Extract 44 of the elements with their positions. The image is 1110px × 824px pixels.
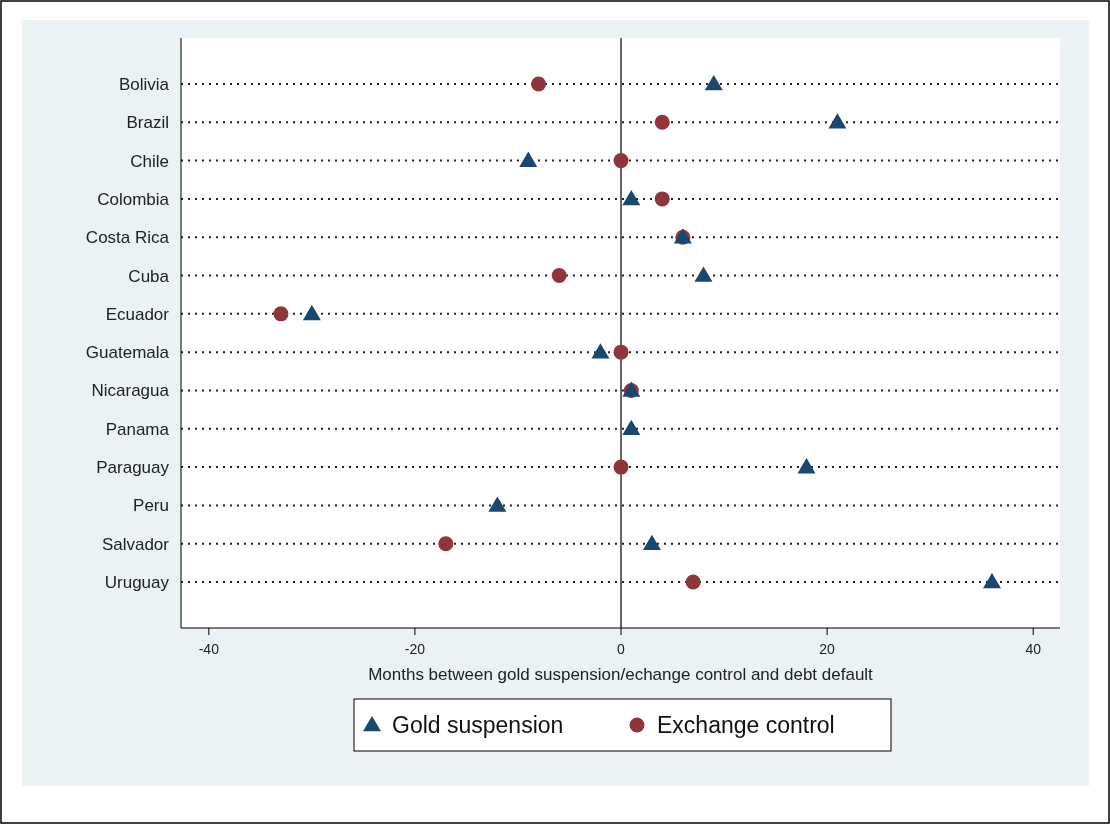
y-tick-label: Paraguay [96,458,170,478]
y-tick-label: Bolivia [118,75,170,94]
point [704,75,723,91]
point [828,113,847,129]
x-tick-label: -40 [198,641,220,657]
point [622,189,641,206]
x-tick-label: 20 [819,641,836,657]
y-tick-label: Chile [130,151,169,171]
point [797,458,816,474]
point [654,191,670,207]
point [302,304,321,321]
x-tick-label: 40 [1025,641,1042,657]
y-tick-label: Peru [133,496,169,516]
y-tick-label: Cuba [128,266,170,286]
point [694,266,713,282]
legend-label: Gold suspension [392,712,564,738]
point [622,419,641,436]
point [685,574,701,590]
point [488,496,507,512]
y-tick-label: Guatemala [85,343,170,363]
point [551,268,567,284]
y-tick-label: Panama [105,419,170,439]
point [613,153,629,169]
y-tick-label: Brazil [126,113,169,133]
point [519,151,538,167]
y-tick-label: Nicaragua [91,381,170,401]
point [613,459,629,475]
y-tick-label: Salvador [101,534,170,554]
y-tick-label: Colombia [97,189,170,209]
point [591,343,610,359]
point [531,76,547,92]
legend-label: Exchange control [657,712,835,738]
point [982,573,1001,589]
x-axis-title: Months between gold suspension/echange control and debt default [368,665,874,684]
y-tick-label: Ecuador [105,304,170,324]
point [642,534,661,550]
x-tick-label: 0 [617,641,626,657]
y-tick-label: Costa Rica [85,228,170,248]
point [654,114,670,130]
point [273,306,289,322]
point [613,344,629,360]
x-tick-label: -20 [404,641,426,657]
y-tick-label: Uruguay [104,573,170,592]
point [438,536,454,552]
